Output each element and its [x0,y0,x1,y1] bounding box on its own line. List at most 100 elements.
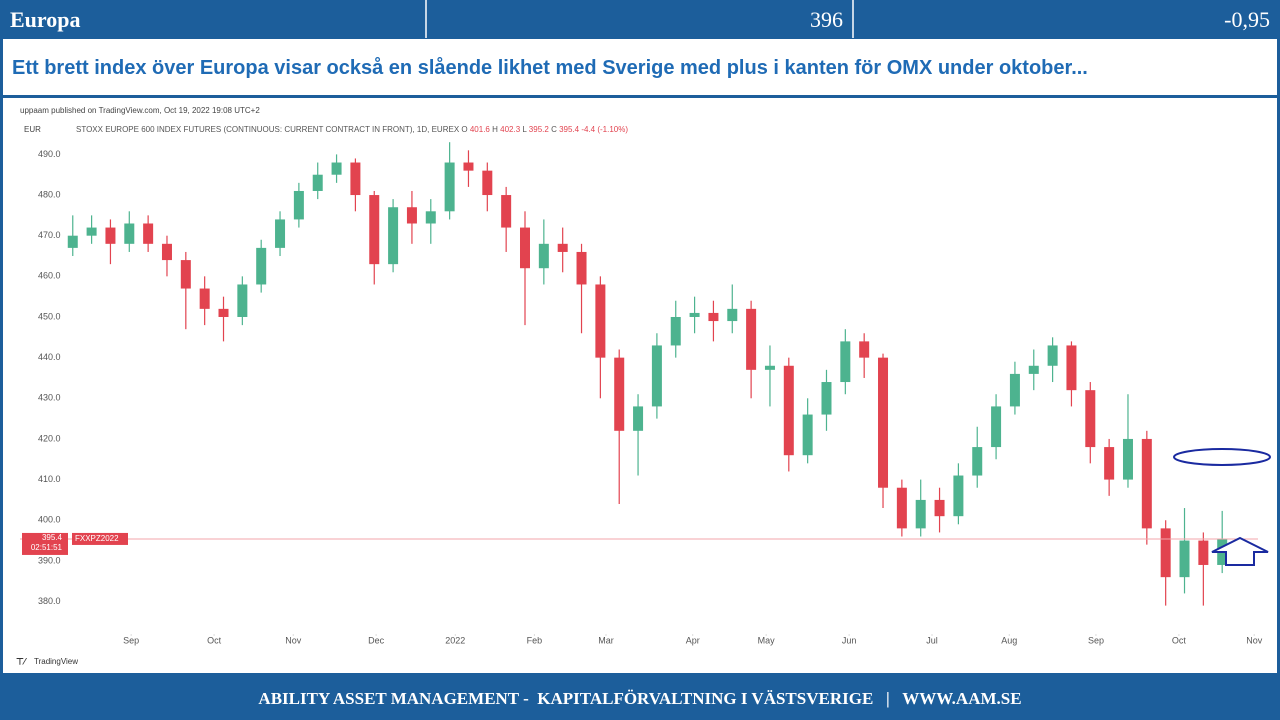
candle-body [821,382,832,415]
legend-value: 401.6 [470,125,491,134]
candle-body [143,223,154,244]
candle-body [1160,528,1171,578]
candle-body [86,227,97,236]
header-value: 396 [810,7,843,32]
x-tick-label: May [758,635,776,645]
candle-body [1198,540,1209,565]
candle-body [972,447,983,476]
legend-value: 395.4 [559,125,580,134]
x-tick-label: Sep [123,635,139,645]
footer: ABILITY ASSET MANAGEMENT - KAPITALFÖRVAL… [258,689,1021,708]
plot: STOXX EUROPE 600 INDEX FUTURES (CONTINUO… [20,125,1263,645]
candle-body [312,174,323,191]
candle-body [878,357,889,488]
legend-key: C [551,125,557,134]
candle-body [595,284,606,358]
candle-body [124,223,135,244]
candle-body [67,235,78,248]
candle-body [519,227,530,269]
header-title: Europa [10,7,81,32]
x-tick-label: Oct [1172,635,1187,645]
logo-mark: ⊤⁄ [16,656,28,666]
candle-body [1085,390,1096,448]
candle-body [350,162,361,196]
y-tick-label: 410.0 [38,474,61,484]
candle-body [501,195,512,228]
legend: STOXX EUROPE 600 INDEX FUTURES (CONTINUO… [76,125,628,134]
candle-body [915,499,926,529]
candle-body [727,308,738,322]
subtitle: Ett brett index över Europa visar också … [12,56,1088,79]
y-tick-label: 440.0 [38,352,61,362]
candle-body [896,487,907,529]
x-tick-label: Jul [926,635,938,645]
candle-body [633,406,644,431]
candle-body [783,365,794,456]
candle-body [406,207,417,224]
y-tick-label: 450.0 [38,311,61,321]
x-tick-label: Aug [1001,635,1017,645]
y-tick-label: 380.0 [38,596,61,606]
y-tick-label: 470.0 [38,230,61,240]
price-box [22,532,68,555]
candle-body [576,251,587,285]
candle-body [1047,345,1058,366]
x-tick-label: Jun [842,635,857,645]
x-tick-label: Oct [207,635,222,645]
candle-body [953,475,964,517]
candle-body [651,345,662,407]
candle-body [463,162,474,171]
candle-body [764,365,775,370]
legend-key: L [522,125,527,134]
candle-body [991,406,1002,448]
y-tick-label: 480.0 [38,189,61,199]
candle-body [331,162,342,175]
chart-panel [3,98,1277,673]
candle-body [180,260,191,289]
candle-body [1009,373,1020,407]
candle-body [1179,540,1190,578]
candle-body [1141,438,1152,529]
candle-body [840,341,851,383]
y-tick-label: 420.0 [38,433,61,443]
attribution: uppaam published on TradingView.com, Oct… [20,106,260,115]
candle-body [482,170,493,196]
legend-value: 402.3 [500,125,521,134]
candle-body [614,357,625,431]
header-change: -0,95 [1224,7,1270,32]
candle-body [237,284,248,317]
price-label: 395.4 [42,533,63,542]
contract-box [72,532,128,545]
candle-body [425,211,436,224]
candle-body [369,195,380,265]
candle-body [670,316,681,346]
x-tick-label: Apr [686,635,700,645]
candle-body [1066,345,1077,391]
legend-key: O [461,125,467,134]
annotation-ellipse [1173,448,1271,466]
x-tick-label: Sep [1088,635,1104,645]
candle-body [388,207,399,265]
candle-body [1104,447,1115,480]
candle-body [218,308,229,317]
candle-body [802,414,813,456]
candle-body [444,162,455,212]
candle-body [708,312,719,322]
candle-body [293,190,304,220]
candle-body [689,312,700,317]
x-tick-label: 2022 [445,635,465,645]
candle-body [1028,365,1039,374]
countdown: 02:51:51 [31,543,63,552]
y-tick-label: 490.0 [38,149,61,159]
candle-body [256,247,267,285]
x-tick-label: Dec [368,635,385,645]
subtitle-box [3,39,1277,95]
y-tick-label: 400.0 [38,515,61,525]
annotation-arrow [1211,536,1269,566]
currency: EUR [24,125,41,134]
candle-body [557,243,568,252]
x-tick-label: Nov [285,635,302,645]
logo: TradingView [34,657,78,666]
x-tick-label: Mar [598,635,614,645]
